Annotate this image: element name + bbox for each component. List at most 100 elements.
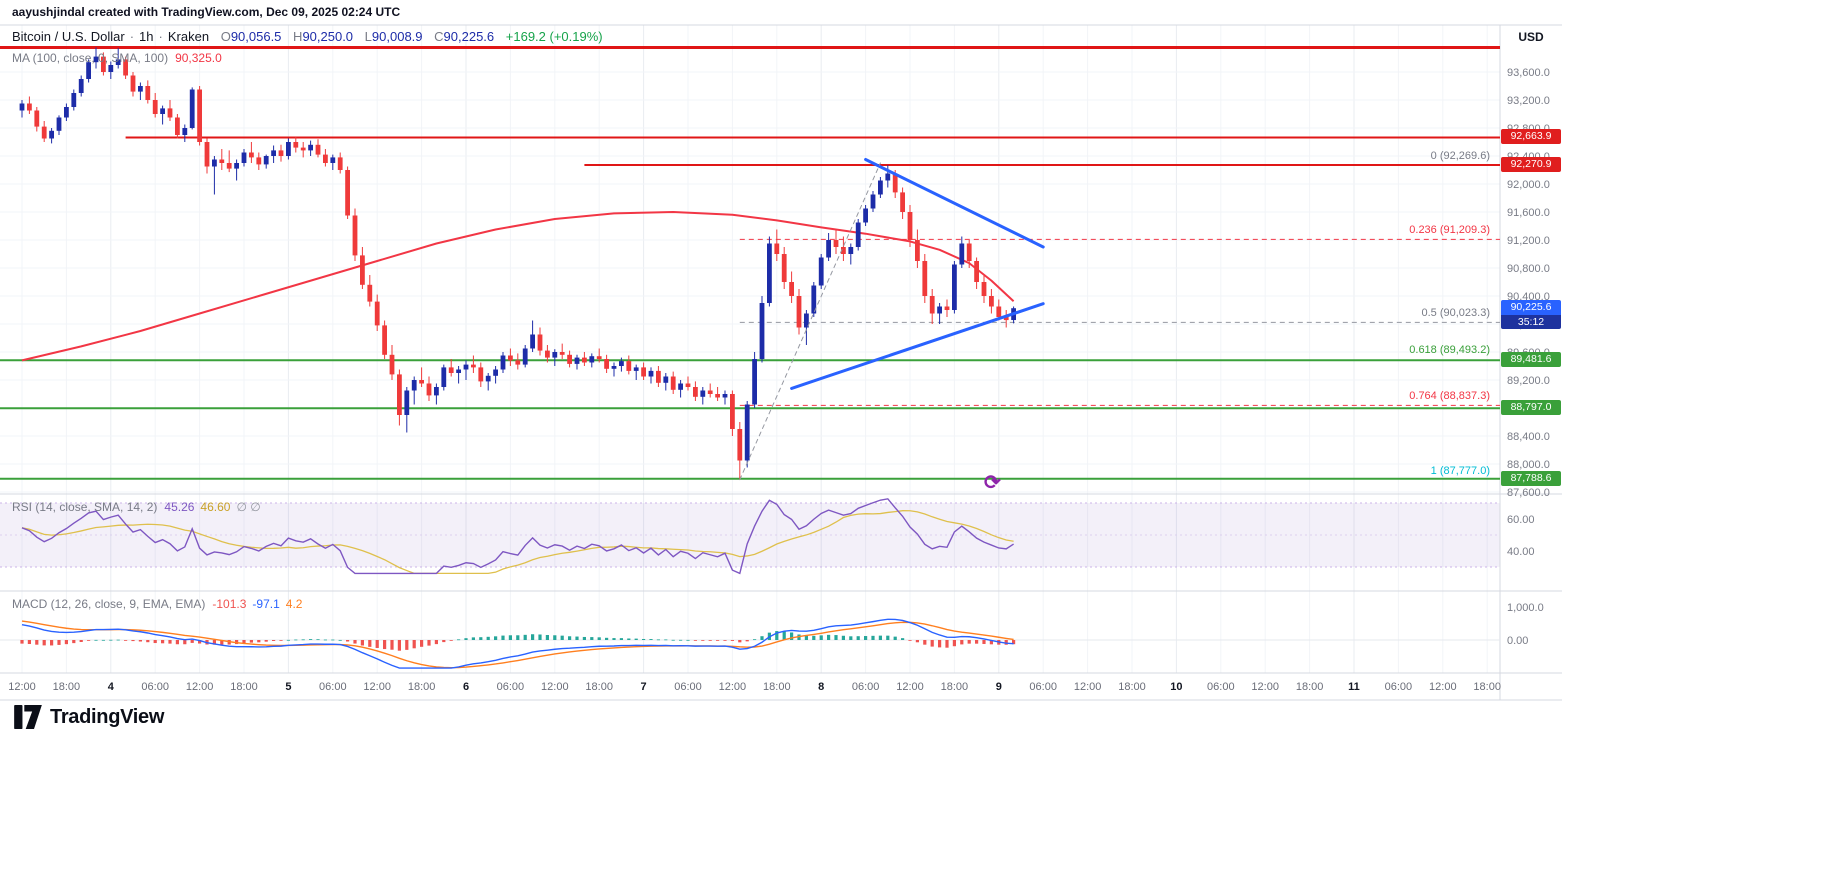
price-line-badge-88797: 88,797.0 (1501, 400, 1561, 415)
time-tick: 12:00 (8, 681, 36, 693)
time-tick: 8 (818, 681, 824, 693)
tradingview-logo-icon (14, 705, 42, 729)
ma-label[interactable]: MA (100, close, 0, SMA, 100) (12, 51, 169, 65)
low-label: L (364, 29, 372, 44)
price-tick: 91,600.0 (1507, 207, 1550, 219)
time-tick: 12:00 (1251, 681, 1279, 693)
macd-series (0, 618, 1500, 669)
price-tick: 88,000.0 (1507, 459, 1550, 471)
fib-level-label: 0.5 (90,023.3) (1421, 307, 1491, 320)
time-tick: 06:00 (852, 681, 880, 693)
time-tick: 12:00 (363, 681, 391, 693)
fib-level-label: 0.236 (91,209.3) (1409, 224, 1490, 237)
time-tick: 6 (463, 681, 469, 693)
macd-legend: MACD (12, 26, close, 9, EMA, EMA) -101.3-… (12, 597, 302, 611)
time-tick: 06:00 (141, 681, 169, 693)
rsi-value: 45.26 (164, 500, 195, 514)
rsi-band (0, 502, 1500, 568)
price-line-badge-87788: 87,788.6 (1501, 471, 1561, 486)
time-tick: 12:00 (186, 681, 214, 693)
price-line-badge-92270: 92,270.9 (1501, 157, 1561, 172)
interval-label[interactable]: 1h (139, 29, 154, 44)
time-tick: 7 (641, 681, 647, 693)
price-tick: 89,200.0 (1507, 375, 1550, 387)
rsi-series (21, 498, 1014, 575)
rsi-tick: 40.00 (1507, 546, 1535, 558)
ma-value: 90,325.0 (175, 51, 222, 65)
time-tick: 5 (285, 681, 291, 693)
time-tick: 18:00 (230, 681, 258, 693)
time-tick: 12:00 (1074, 681, 1102, 693)
price-tick: 90,800.0 (1507, 263, 1550, 275)
time-tick: 18:00 (1473, 681, 1501, 693)
time-tick: 18:00 (53, 681, 81, 693)
change-value: +169.2 (+0.19%) (505, 29, 603, 44)
time-tick: 18:00 (941, 681, 969, 693)
high-value: 90,250.0 (302, 29, 354, 44)
time-tick: 12:00 (1429, 681, 1457, 693)
ma-legend: MA (100, close, 0, SMA, 100) 90,325.0 (12, 51, 222, 65)
time-tick: 18:00 (763, 681, 791, 693)
fib-level-label: 0.618 (89,493.2) (1409, 344, 1490, 357)
ma100-line[interactable] (21, 211, 1015, 362)
macd-signal-value: 4.2 (285, 597, 303, 611)
symbol-legend: Bitcoin / U.S. Dollar · 1h · Kraken O90,056.… (12, 29, 603, 44)
refresh-icon[interactable]: ⟳ (984, 472, 1001, 494)
time-tick: 06:00 (319, 681, 347, 693)
symbol-title[interactable]: Bitcoin / U.S. Dollar (12, 29, 125, 44)
rsi-legend: RSI (14, close, SMA, 14, 2) 45.26 46.60 ∅ ∅ (12, 500, 261, 514)
rsi-sma-value: 46.60 (200, 500, 231, 514)
time-tick: 06:00 (1207, 681, 1235, 693)
macd-hist-value: -101.3 (212, 597, 247, 611)
time-tick: 18:00 (1296, 681, 1324, 693)
macd-tick: 1,000.0 (1507, 602, 1544, 614)
tradingview-logo-text: TradingView (50, 705, 165, 728)
price-tick: 92,000.0 (1507, 179, 1550, 191)
fib-level-label: 1 (87,777.0) (1430, 464, 1490, 477)
time-tick: 06:00 (1029, 681, 1057, 693)
macd-tick: 0.00 (1507, 635, 1528, 647)
open-label: O (220, 29, 231, 44)
fib-level-label: 0.764 (88,837.3) (1409, 390, 1490, 403)
price-line-badge-92663: 92,663.9 (1501, 129, 1561, 144)
rsi-extra: ∅ ∅ (236, 500, 261, 514)
bar-countdown: 35:12 (1501, 315, 1561, 329)
tradingview-logo[interactable]: TradingView (14, 705, 164, 729)
macd-line-value: -97.1 (252, 597, 280, 611)
time-tick: 06:00 (497, 681, 525, 693)
time-tick: 18:00 (585, 681, 613, 693)
time-tick: 9 (996, 681, 1002, 693)
exchange-label: Kraken (167, 29, 210, 44)
time-tick: 11 (1348, 681, 1360, 693)
price-axis-currency[interactable]: USD (1518, 30, 1544, 44)
triangle-lower-trendline (790, 302, 1045, 390)
low-value: 90,008.9 (371, 29, 423, 44)
drawings[interactable] (739, 158, 1045, 481)
high-label: H (293, 29, 303, 44)
rsi-label[interactable]: RSI (14, close, SMA, 14, 2) (12, 500, 158, 514)
level-lines[interactable] (0, 46, 1500, 480)
price-tick: 93,200.0 (1507, 95, 1550, 107)
price-tick: 93,600.0 (1507, 67, 1550, 79)
time-tick: 12:00 (896, 681, 924, 693)
time-tick: 12:00 (719, 681, 747, 693)
time-tick: 06:00 (674, 681, 702, 693)
triangle-upper-trendline (864, 158, 1045, 249)
close-label: C (434, 29, 444, 44)
rsi-tick: 60.00 (1507, 514, 1535, 526)
time-tick: 18:00 (1118, 681, 1146, 693)
current-price-badge: 90,225.6 35:12 (1501, 300, 1561, 329)
price-tick: 88,400.0 (1507, 431, 1550, 443)
separator-dot: · (158, 29, 163, 44)
price-tick: 87,600.0 (1507, 487, 1550, 499)
time-tick: 4 (108, 681, 115, 693)
axis-labels[interactable]: 93,600.093,200.092,800.092,400.092,000.0… (8, 67, 1550, 693)
last-price: 90,225.6 (1501, 300, 1561, 315)
time-tick: 18:00 (408, 681, 436, 693)
macd-label[interactable]: MACD (12, 26, close, 9, EMA, EMA) (12, 597, 206, 611)
price-line-badge-89481: 89,481.6 (1501, 352, 1561, 367)
time-tick: 06:00 (1385, 681, 1413, 693)
fib-level-label: 0 (92,269.6) (1430, 150, 1490, 163)
